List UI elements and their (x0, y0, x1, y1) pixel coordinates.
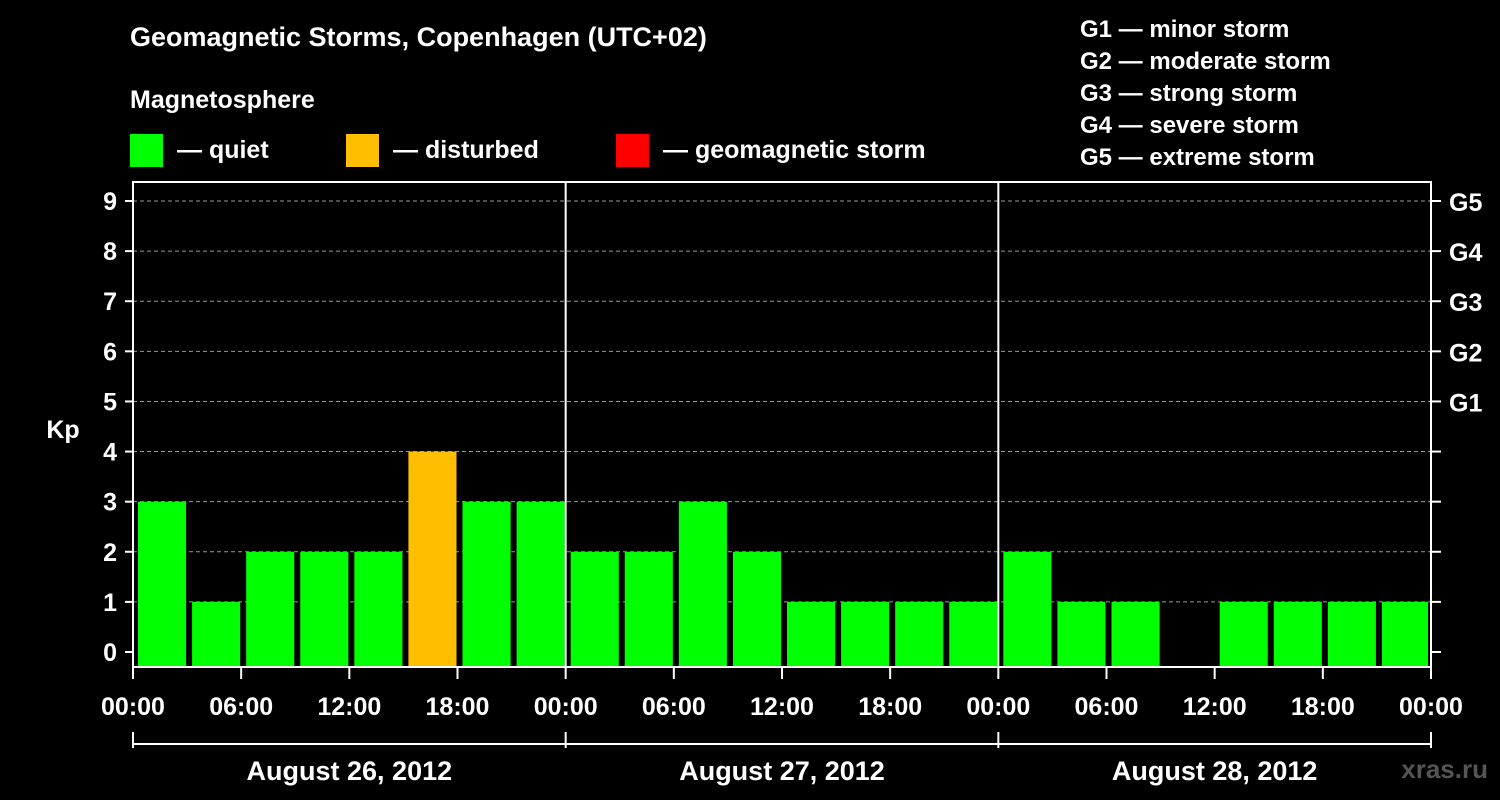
x-tick-label: 18:00 (426, 693, 490, 721)
kp-bar (516, 501, 565, 667)
y-tick-label: 9 (103, 188, 117, 216)
legend-swatch-quiet (130, 133, 163, 167)
kp-bar (138, 501, 187, 667)
x-tick-label: 00:00 (1399, 693, 1463, 721)
kp-bar (678, 501, 727, 667)
legend-item-storm: — geomagnetic storm (616, 133, 926, 167)
legend-label-quiet: — quiet (177, 135, 269, 164)
kp-bar (1273, 601, 1322, 667)
kp-bar (787, 601, 836, 667)
legend-swatch-storm (616, 133, 649, 167)
x-tick-label: 18:00 (1291, 693, 1355, 721)
kp-bar (732, 551, 781, 667)
y-tick-label: 2 (103, 539, 117, 567)
kp-bar (624, 551, 673, 667)
legend-swatch-disturbed (346, 133, 379, 167)
g-level-label: G3 (1449, 289, 1482, 317)
kp-bar (570, 551, 619, 667)
x-tick-label: 12:00 (750, 693, 814, 721)
g-level-label: G1 (1449, 389, 1482, 417)
kp-bar (1057, 601, 1106, 667)
kp-bar (1381, 601, 1428, 667)
y-tick-label: 6 (103, 338, 117, 366)
x-tick-label: 06:00 (642, 693, 706, 721)
kp-bar (1003, 551, 1052, 667)
x-tick-label: 00:00 (966, 693, 1030, 721)
kp-bar (462, 501, 511, 667)
legend-label-storm: — geomagnetic storm (663, 135, 926, 164)
g-scale-legend: G1 — minor storm G2 — moderate storm G3 … (1080, 14, 1331, 174)
kp-bar (300, 551, 349, 667)
y-axis-label: Kp (46, 416, 79, 444)
g-level-label: G4 (1449, 239, 1482, 267)
day-label: August 27, 2012 (679, 756, 885, 786)
x-tick-label: 06:00 (209, 693, 273, 721)
y-tick-label: 3 (103, 489, 117, 517)
x-tick-label: 06:00 (1075, 693, 1139, 721)
day-label: August 28, 2012 (1112, 756, 1318, 786)
y-tick-label: 8 (103, 238, 117, 266)
kp-bar (1111, 601, 1160, 667)
g-scale-g5: G5 — extreme storm (1080, 144, 1315, 171)
g-scale-g4: G4 — severe storm (1080, 112, 1299, 139)
kp-bar (895, 601, 944, 667)
legend-item-disturbed: — disturbed (346, 133, 539, 167)
x-tick-label: 18:00 (858, 693, 922, 721)
kp-bar (1219, 601, 1268, 667)
x-tick-label: 12:00 (1183, 693, 1247, 721)
legend-item-quiet: — quiet (130, 133, 269, 167)
y-tick-label: 5 (103, 388, 117, 416)
kp-bar (192, 601, 241, 667)
kp-bar (246, 551, 295, 667)
y-tick-label: 7 (103, 288, 117, 316)
day-label: August 26, 2012 (247, 756, 453, 786)
kp-bar (408, 451, 457, 667)
legend-label-disturbed: — disturbed (393, 135, 539, 164)
x-tick-label: 00:00 (101, 693, 165, 721)
kp-bar (1327, 601, 1376, 667)
y-tick-label: 1 (103, 589, 117, 617)
g-level-label: G2 (1449, 339, 1482, 367)
watermark: xras.ru (1401, 754, 1488, 784)
g-scale-g1: G1 — minor storm (1080, 16, 1290, 43)
x-tick-label: 00:00 (534, 693, 598, 721)
g-level-label: G5 (1449, 189, 1482, 217)
y-tick-label: 4 (103, 439, 117, 467)
kp-bar (949, 601, 998, 667)
legend-title: Magnetosphere (130, 86, 315, 114)
kp-bar (841, 601, 890, 667)
x-tick-label: 12:00 (317, 693, 381, 721)
chart-title: Geomagnetic Storms, Copenhagen (UTC+02) (130, 22, 707, 52)
g-scale-g2: G2 — moderate storm (1080, 48, 1331, 75)
kp-bar (354, 551, 403, 667)
y-tick-label: 0 (103, 639, 117, 667)
g-scale-g3: G3 — strong storm (1080, 80, 1298, 107)
